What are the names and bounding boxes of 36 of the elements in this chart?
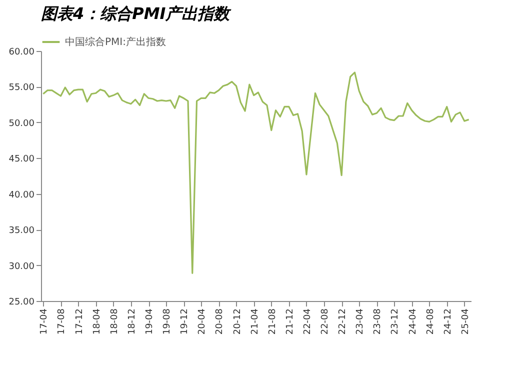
x-tick-label: 21-04 (250, 308, 260, 335)
x-tick-label: 17-08 (57, 308, 68, 335)
x-tick-label: 25-04 (460, 308, 471, 335)
legend-label: 中国综合PMI:产出指数 (65, 36, 166, 48)
x-tick-label: 23-12 (390, 308, 401, 335)
x-tick-label: 20-12 (232, 308, 243, 335)
x-tick-label: 17-04 (40, 308, 50, 335)
y-tick-label: 35.00 (8, 226, 35, 236)
y-tick-label: 50.00 (8, 118, 35, 129)
x-tick-label: 22-12 (338, 308, 348, 335)
x-tick-label: 21-08 (268, 308, 278, 335)
x-tick-label: 23-08 (373, 308, 384, 335)
y-tick-label: 30.00 (8, 262, 35, 272)
x-tick-label: 19-08 (162, 308, 173, 335)
y-tick-label: 60.00 (8, 48, 35, 58)
y-tick-label: 25.00 (8, 298, 35, 308)
y-tick-label: 55.00 (8, 83, 35, 94)
x-tick-label: 24-12 (443, 308, 454, 335)
x-tick-label: 18-12 (127, 308, 138, 335)
line-series (42, 72, 470, 274)
x-tick-label: 17-12 (74, 308, 85, 335)
x-tick-label: 20-04 (198, 308, 208, 335)
x-tick-label: 24-08 (426, 308, 436, 335)
x-tick-label: 19-04 (145, 308, 155, 335)
x-tick-label: 20-08 (215, 308, 226, 335)
chart-title: 图表4：综合PMI产出指数 (41, 4, 232, 23)
x-tick-label: 18-08 (110, 308, 120, 335)
x-tick-label: 21-12 (285, 308, 296, 335)
x-tick-label: 19-12 (180, 308, 190, 335)
x-tick-label: 24-04 (408, 308, 418, 335)
x-tick-label: 22-08 (320, 308, 331, 335)
x-tick-label: 22-04 (302, 308, 313, 335)
x-tick-label: 18-04 (92, 308, 102, 335)
x-tick-label: 23-04 (356, 308, 366, 335)
y-tick-label: 45.00 (8, 154, 35, 165)
y-tick-label: 40.00 (8, 190, 35, 200)
